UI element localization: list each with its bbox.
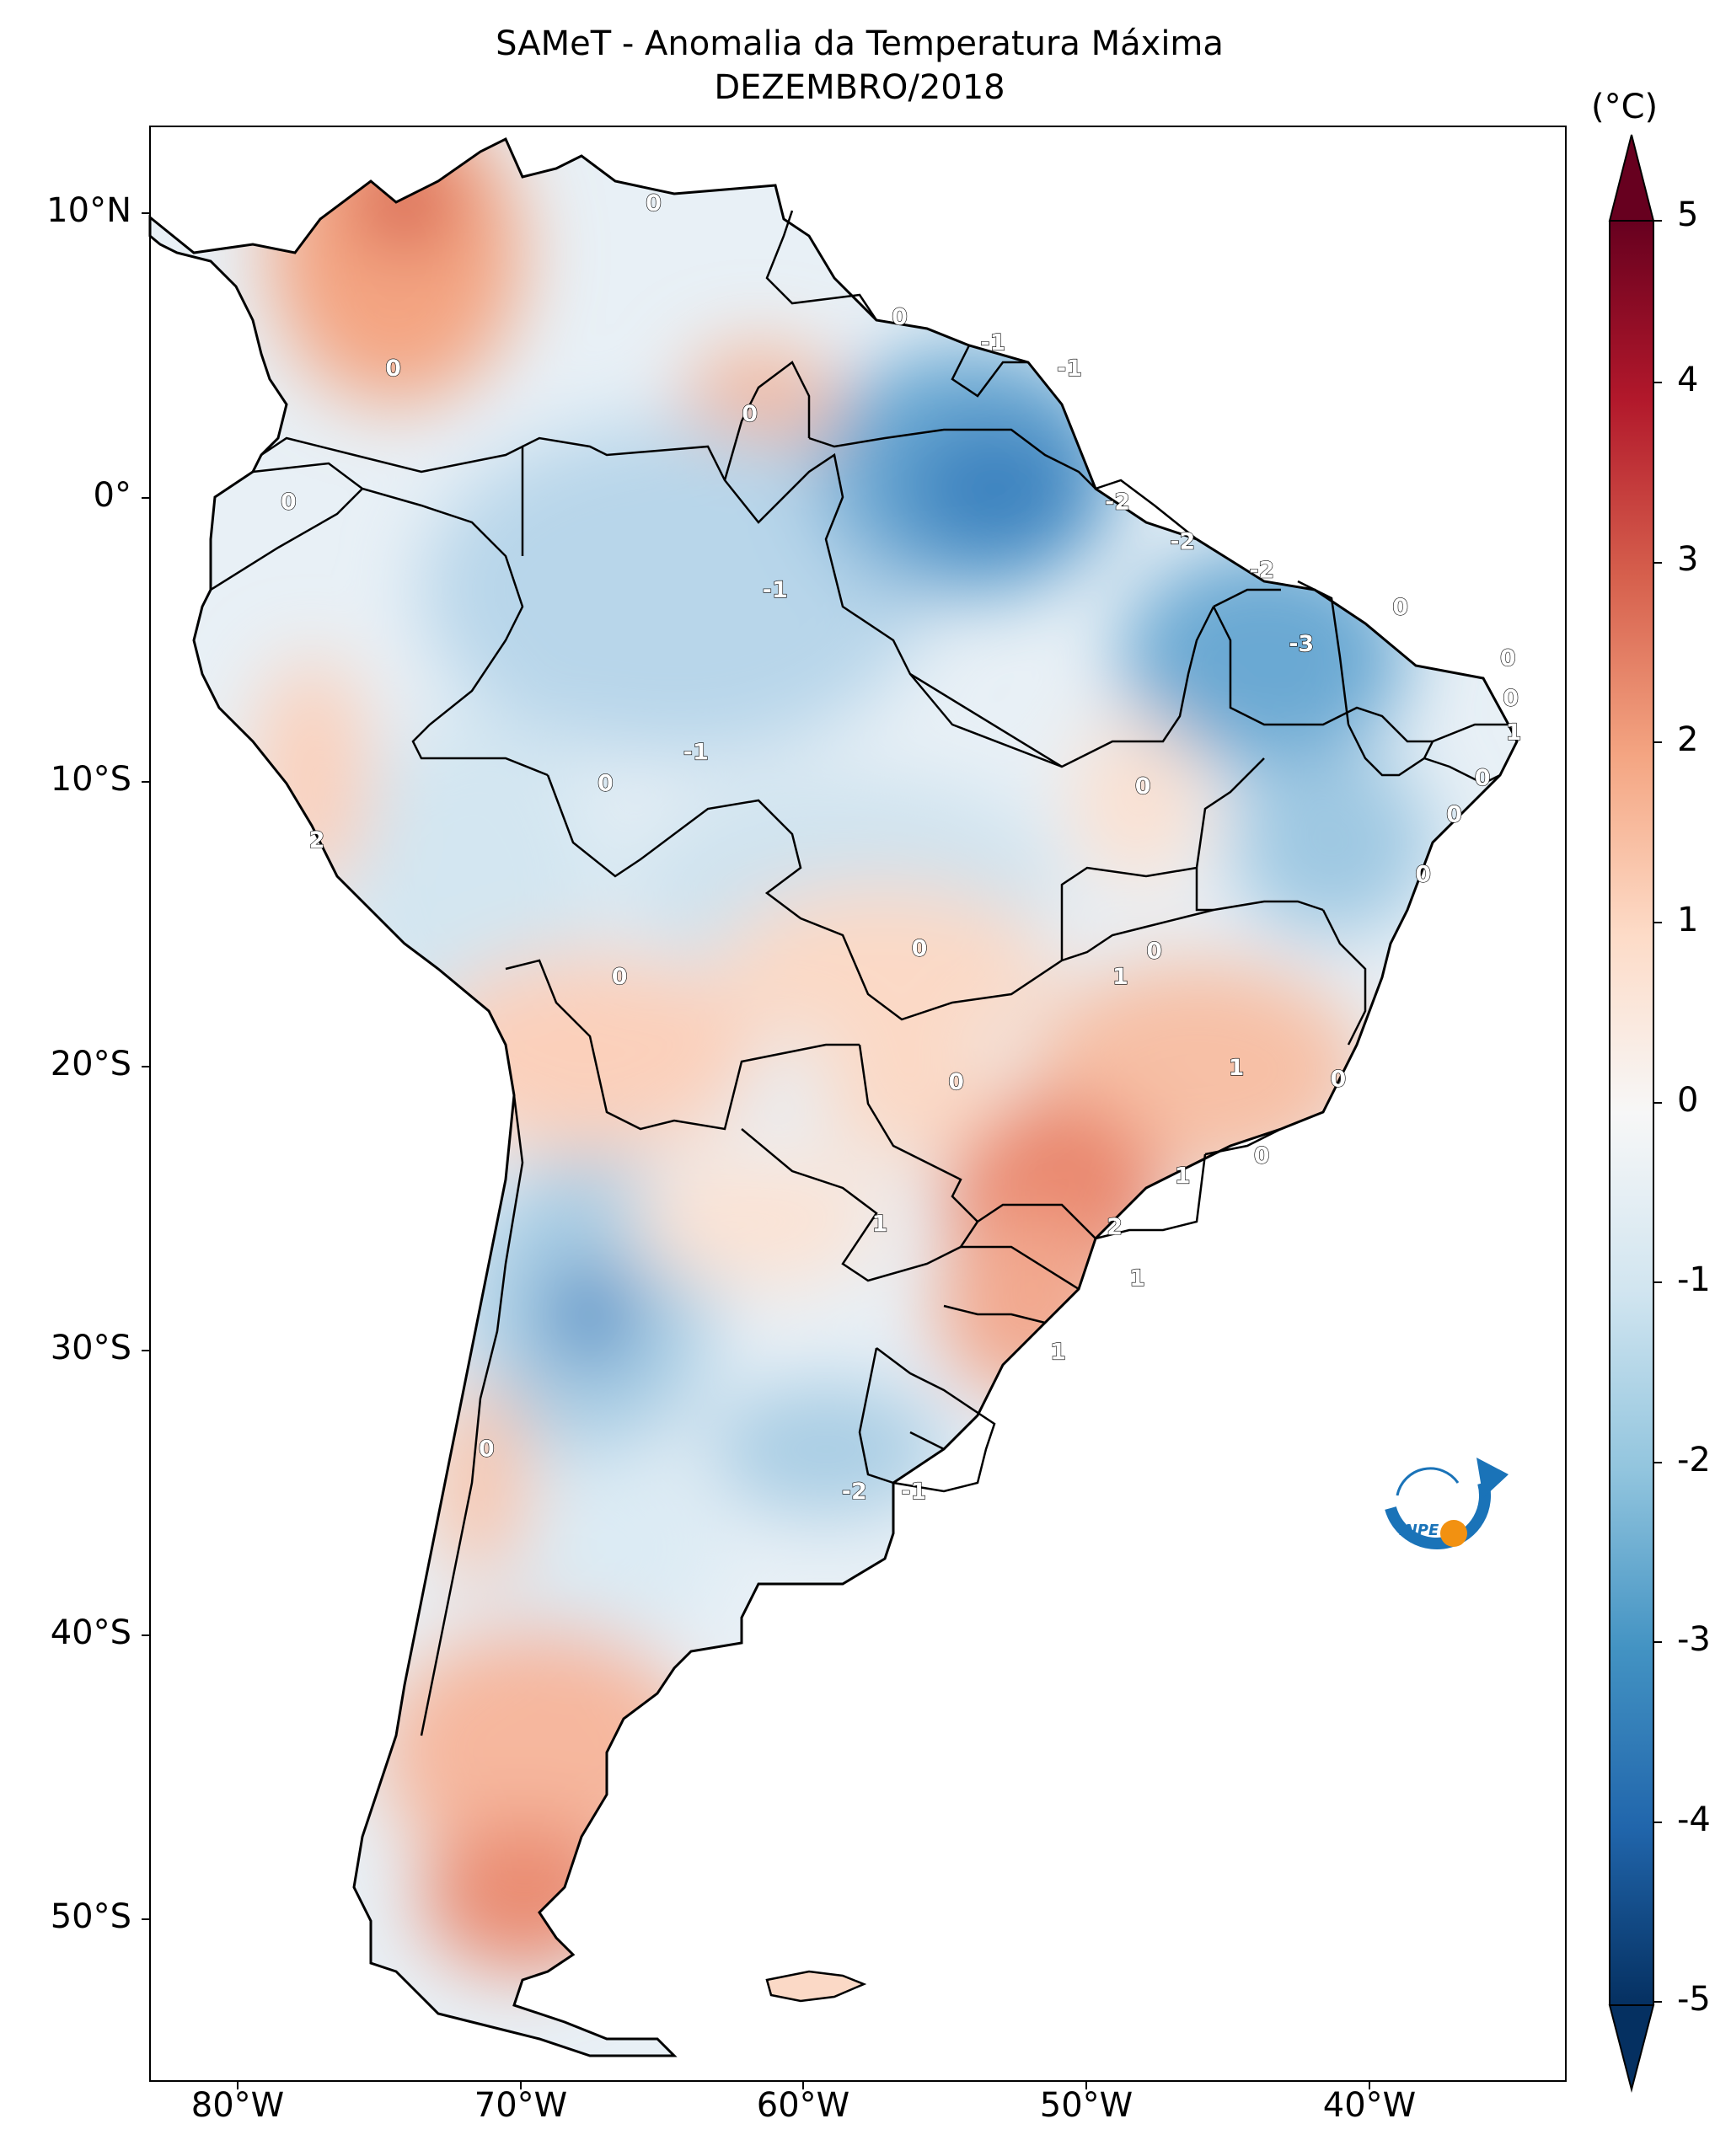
lat-label: 50°S	[50, 1897, 131, 1936]
lat-label: 20°S	[50, 1045, 131, 1083]
colorbar-tick: -1	[1677, 1260, 1711, 1299]
colorbar-tick: -4	[1677, 1800, 1711, 1839]
contour-label: 0	[598, 771, 614, 797]
contour-label: 0	[479, 1436, 495, 1462]
lon-label: 80°W	[190, 2086, 285, 2125]
contour-label: 0	[892, 304, 908, 330]
contour-label: -1	[980, 329, 1005, 356]
contour-label: 0	[646, 190, 662, 217]
falkland-islands	[765, 1970, 867, 2003]
colorbar-tick: -2	[1677, 1441, 1711, 1479]
contour-label: -1	[1057, 356, 1082, 382]
contour-label: 1	[1112, 964, 1128, 990]
colorbar-bottom-arrow	[1608, 2004, 1655, 2093]
map-title: SAMeT - Anomalia da Temperatura Máxima	[496, 24, 1224, 63]
contour-label: 0	[1500, 645, 1516, 671]
map-subtitle: DEZEMBRO/2018	[714, 68, 1005, 107]
contour-label: -3	[1289, 631, 1314, 657]
colorbar-tick: 3	[1677, 540, 1699, 579]
lon-label: 70°W	[474, 2086, 568, 2125]
contour-label: 2	[1107, 1214, 1123, 1240]
contour-label: 2	[309, 827, 325, 853]
contour-label: -2	[1105, 489, 1130, 515]
contour-label: -2	[1249, 557, 1274, 583]
svg-text:INPE: INPE	[1399, 1522, 1439, 1539]
contour-label: 1	[1229, 1055, 1245, 1081]
colorbar-ticks	[1653, 220, 1662, 2003]
lon-label: 50°W	[1039, 2086, 1133, 2125]
colorbar-tick: -3	[1677, 1620, 1711, 1659]
contour-label: 0	[612, 964, 628, 990]
contour-label: 0	[1503, 685, 1519, 711]
axis-ticks	[142, 212, 1370, 2089]
colorbar-top-arrow	[1608, 134, 1655, 222]
lat-label: 40°S	[50, 1613, 131, 1652]
contour-label: 1	[872, 1212, 888, 1238]
contour-label: 0	[1392, 594, 1408, 620]
contour-label: 0	[948, 1069, 964, 1095]
contour-label: 0	[1254, 1143, 1270, 1169]
lat-label: 30°S	[50, 1329, 131, 1367]
contour-label: -2	[842, 1479, 867, 1505]
contour-label: -2	[1170, 529, 1195, 555]
contour-label: 1	[1050, 1340, 1066, 1366]
colorbar-tick: -5	[1677, 1980, 1711, 2019]
lon-label: 40°W	[1322, 2086, 1417, 2125]
colorbar-tick: 1	[1677, 901, 1699, 939]
colorbar-tick: 4	[1677, 361, 1699, 399]
contour-label: 0	[1135, 773, 1151, 800]
contour-label: 1	[1175, 1163, 1191, 1189]
coastline	[148, 136, 1519, 2057]
inpe-logo: INPE	[1385, 1458, 1509, 1549]
contour-label: 0	[1475, 765, 1491, 791]
contour-label: 0	[1446, 802, 1462, 828]
colorbar-tick: 2	[1677, 720, 1699, 759]
contour-label: 0	[912, 935, 928, 961]
contour-label: 0	[385, 356, 401, 382]
contour-label: 1	[1129, 1265, 1145, 1292]
contour-label: -1	[683, 739, 709, 765]
colorbar-unit-label: (°C)	[1591, 88, 1659, 126]
lat-label: 10°N	[46, 191, 131, 230]
contour-label: 1	[1506, 720, 1522, 746]
country-borders	[210, 210, 1509, 1736]
lon-label: 60°W	[756, 2086, 850, 2125]
colorbar-tick: 0	[1677, 1081, 1699, 1120]
lat-label: 10°S	[50, 760, 131, 799]
contour-label: 0	[281, 489, 297, 515]
contour-label: 0	[742, 401, 758, 427]
contour-label: 0	[1415, 862, 1431, 888]
contour-label: -1	[763, 577, 788, 603]
contour-label: 0	[1146, 939, 1162, 965]
colorbar	[1609, 220, 1654, 2006]
contour-label: -1	[901, 1479, 926, 1505]
lat-label: 0°	[93, 476, 131, 515]
colorbar-tick: 5	[1677, 195, 1699, 234]
contour-label: 0	[1331, 1067, 1347, 1093]
